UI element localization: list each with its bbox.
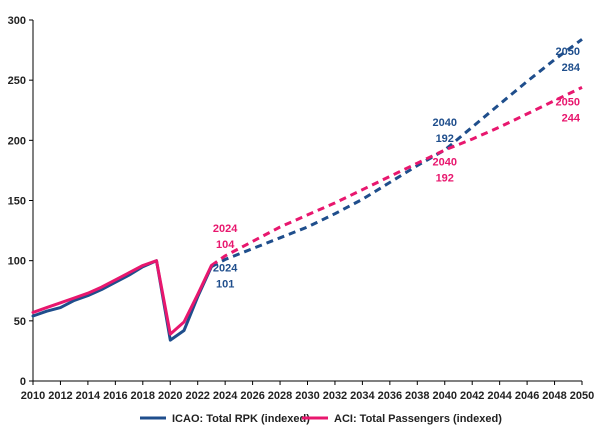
annotation-year: 2050 <box>556 96 580 108</box>
legend-label-0: ICAO: Total RPK (indexed) <box>172 413 310 425</box>
annotation-value: 284 <box>562 62 581 74</box>
x-tick-label: 2026 <box>240 390 264 402</box>
x-tick-label: 2040 <box>433 390 457 402</box>
x-tick-label: 2036 <box>378 390 402 402</box>
x-tick-label: 2046 <box>515 390 539 402</box>
x-tick-label: 2010 <box>21 390 45 402</box>
x-tick-label: 2014 <box>76 390 101 402</box>
y-tick-label: 250 <box>8 75 26 87</box>
series-0-historical-line <box>31 259 213 342</box>
y-tick-label: 50 <box>14 316 26 328</box>
legend-label-1: ACI: Total Passengers (indexed) <box>334 413 502 425</box>
y-tick-label: 300 <box>8 15 26 27</box>
series-1-projection-line <box>210 86 583 267</box>
x-tick-label: 2038 <box>405 390 429 402</box>
x-tick-label: 2044 <box>487 390 512 402</box>
annotation-value: 192 <box>436 173 454 185</box>
x-tick-label: 2016 <box>103 390 127 402</box>
y-tick-label: 200 <box>8 135 26 147</box>
series-0-projection-line <box>210 38 583 269</box>
series-1-historical-line <box>31 259 213 336</box>
annotation-year: 2040 <box>433 117 457 129</box>
x-tick-label: 2048 <box>542 390 566 402</box>
annotation-value: 244 <box>562 112 581 124</box>
x-tick-label: 2050 <box>570 390 594 402</box>
annotations: 2024 104 2024 101 2040 192 2040 192 2050 284 2050 2… <box>213 46 581 291</box>
x-tick-label: 2018 <box>131 390 155 402</box>
y-tick-label: 150 <box>8 196 26 208</box>
annotation-value: 192 <box>436 133 454 145</box>
annotation-value: 104 <box>216 239 235 251</box>
annotation-value: 101 <box>216 279 234 291</box>
annotation-year: 2024 <box>213 263 238 275</box>
annotation-year: 2050 <box>556 46 580 58</box>
x-tick-label: 2028 <box>268 390 292 402</box>
x-tick-label: 2042 <box>460 390 484 402</box>
x-tick-label: 2032 <box>323 390 347 402</box>
annotation-year: 2040 <box>433 157 457 169</box>
annotation-year: 2024 <box>213 223 238 235</box>
x-tick-label: 2034 <box>350 390 375 402</box>
legend: ICAO: Total RPK (indexed) ACI: Total Pass… <box>140 413 502 425</box>
x-tick-label: 2022 <box>185 390 209 402</box>
x-tick-label: 2024 <box>213 390 238 402</box>
series-lines <box>31 38 583 342</box>
y-tick-label: 100 <box>8 256 26 268</box>
y-tick-label: 0 <box>20 376 26 388</box>
x-tick-label: 2020 <box>158 390 182 402</box>
x-tick-label: 2030 <box>295 390 319 402</box>
x-tick-label: 2012 <box>48 390 72 402</box>
